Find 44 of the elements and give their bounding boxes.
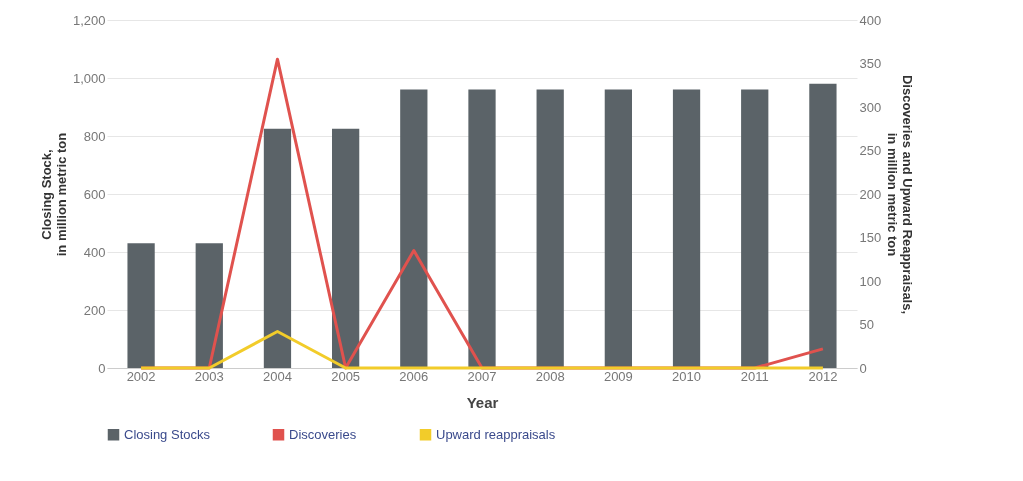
y-tick-label: 200 (83, 302, 106, 318)
bar (468, 89, 496, 368)
y-tick-label: 400 (83, 244, 106, 260)
y-tick-label: 1,200 (72, 12, 106, 28)
x-tick-label: 2006 (399, 368, 429, 384)
x-axis-title: Year (466, 393, 499, 411)
y2-tick-label: 150 (859, 230, 882, 245)
y-tick-label: 600 (83, 186, 106, 202)
y2-tick-label: 200 (859, 186, 882, 202)
x-tick-label: 2008 (535, 368, 565, 384)
y2-tick-label: 0 (859, 360, 867, 376)
bar (809, 83, 837, 368)
bar (672, 89, 701, 368)
x-tick-label: 2007 (467, 368, 497, 384)
x-tick-label: 2004 (262, 368, 292, 384)
y2-tick-label: 250 (859, 143, 882, 158)
x-tick-label: 2012 (808, 368, 838, 384)
y2-tick-label: 400 (859, 12, 882, 28)
y2-tick-label: 350 (859, 56, 882, 71)
bar (741, 89, 769, 368)
y-axis-title: Closing Stock, in million metric ton (38, 132, 69, 257)
y2-axis-title: Discoveries and Upward Reappraisals, in million metric ton (885, 74, 916, 315)
legend-label: Discoveries (289, 426, 357, 442)
bar (536, 89, 564, 368)
legend-label: Upward reappraisals (436, 426, 556, 442)
x-tick-label: 2002 (126, 368, 156, 384)
x-tick-label: 2009 (603, 368, 633, 384)
y2-tick-label: 300 (859, 99, 882, 115)
x-tick-label: 2005 (331, 368, 361, 384)
y2-tick-label: 50 (859, 317, 874, 332)
bar (127, 243, 155, 368)
x-tick-label: 2003 (194, 368, 224, 384)
bar (604, 89, 632, 368)
y-tick-label: 0 (98, 360, 106, 376)
x-tick-label: 2011 (740, 368, 769, 384)
y2-tick-label: 100 (859, 273, 882, 289)
bar (195, 243, 223, 368)
legend-label: Closing Stocks (124, 426, 211, 442)
bar (332, 128, 360, 368)
y-tick-label: 800 (83, 128, 106, 144)
bar (400, 89, 428, 368)
y-tick-label: 1,000 (72, 70, 106, 86)
bar (263, 128, 292, 368)
x-tick-label: 2010 (672, 368, 702, 384)
